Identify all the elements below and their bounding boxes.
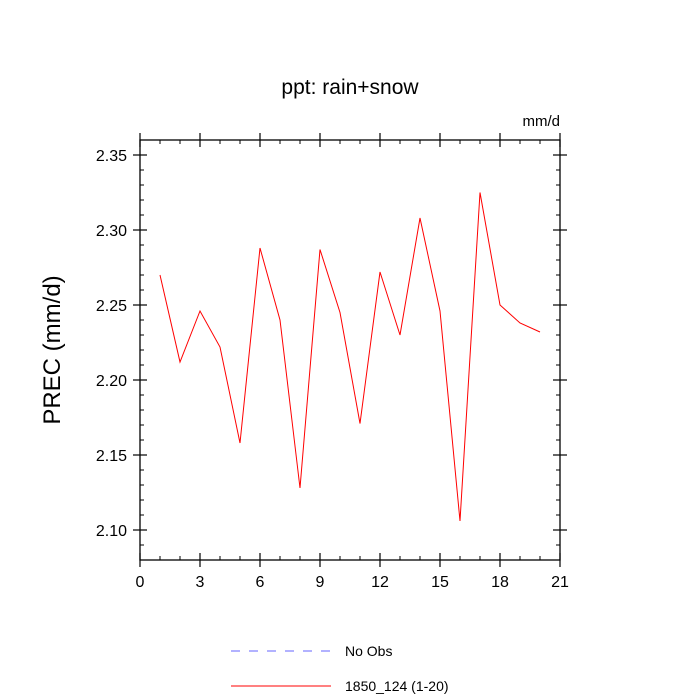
chart-title: ppt: rain+snow <box>281 76 419 99</box>
x-tick-label: 6 <box>256 574 265 591</box>
x-tick-label: 12 <box>371 574 389 591</box>
x-tick-label: 9 <box>316 574 325 591</box>
x-tick-label: 18 <box>491 574 509 591</box>
y-tick-label: 2.30 <box>96 223 127 240</box>
y-tick-label: 2.10 <box>96 523 127 540</box>
plot-frame <box>139 139 561 561</box>
units-label: mm/d <box>523 113 561 130</box>
series-line <box>159 192 541 522</box>
y-tick-label: 2.35 <box>96 148 127 165</box>
y-tick-label: 2.25 <box>96 298 127 315</box>
legend-label-1850-124: 1850_124 (1-20) <box>345 678 449 694</box>
x-tick-label: 15 <box>431 574 449 591</box>
y-tick-label: 2.20 <box>96 373 127 390</box>
series-layer <box>159 192 541 522</box>
legend-label-no-obs: No Obs <box>345 643 392 659</box>
axis-tick-labels: 0 3 6 9 12 15 18 21 2.10 2.15 2.20 2.25 2.30 2.35 <box>96 148 569 591</box>
legend: No Obs 1850_124 (1-20) <box>231 643 449 694</box>
x-tick-label: 21 <box>551 574 569 591</box>
axis-ticks <box>133 133 567 567</box>
y-tick-label: 2.15 <box>96 448 127 465</box>
x-tick-label: 0 <box>136 574 145 591</box>
y-axis-label: PREC (mm/d) <box>39 275 66 424</box>
x-tick-label: 3 <box>196 574 205 591</box>
